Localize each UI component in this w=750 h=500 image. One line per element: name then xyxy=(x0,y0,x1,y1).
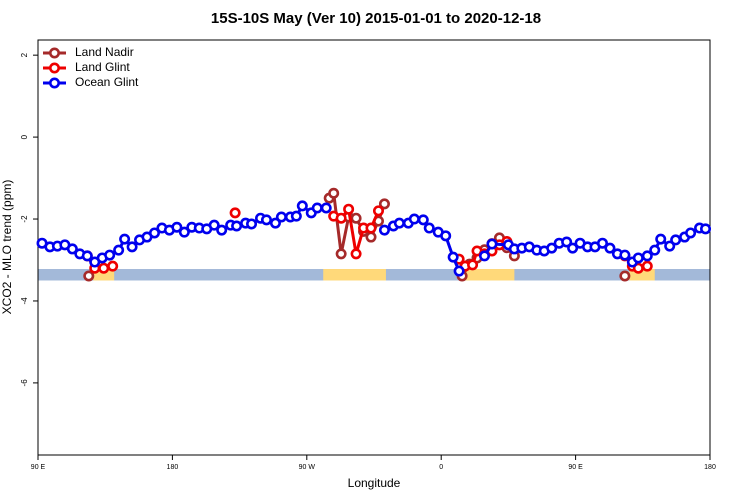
data-point xyxy=(229,207,241,219)
data-point xyxy=(178,226,190,238)
data-point xyxy=(619,270,631,282)
data-point xyxy=(107,260,119,272)
data-point xyxy=(641,250,653,262)
data-point xyxy=(417,214,429,226)
y-tick-label: 2 xyxy=(20,52,29,57)
data-point xyxy=(126,241,138,253)
data-point xyxy=(670,234,682,246)
data-point xyxy=(408,213,420,225)
land-segment xyxy=(629,269,655,281)
data-point xyxy=(350,212,362,224)
data-point xyxy=(290,210,302,222)
legend-label: Land Nadir xyxy=(75,45,134,59)
x-tick-label: 0 xyxy=(439,464,443,471)
data-point xyxy=(378,198,390,210)
x-tick-label: 180 xyxy=(167,464,179,471)
data-point xyxy=(311,202,323,214)
data-point xyxy=(208,219,220,231)
data-point xyxy=(119,233,131,245)
data-point xyxy=(104,249,116,261)
data-point xyxy=(148,227,160,239)
x-axis-label: Longitude xyxy=(348,476,401,490)
data-point xyxy=(335,212,347,224)
data-point xyxy=(567,242,579,254)
data-point xyxy=(320,202,332,214)
data-point xyxy=(269,217,281,229)
data-point xyxy=(328,187,340,199)
x-tick-label: 90 W xyxy=(299,464,316,471)
data-point xyxy=(685,227,697,239)
data-point xyxy=(700,223,712,235)
data-point xyxy=(561,236,573,248)
data-point xyxy=(641,260,653,272)
data-point xyxy=(81,250,93,262)
data-point xyxy=(596,237,608,249)
data-point xyxy=(393,217,405,229)
data-point xyxy=(479,250,491,262)
data-point xyxy=(171,221,183,233)
data-point xyxy=(216,224,228,236)
legend-marker xyxy=(48,47,60,59)
y-axis-label: XCO2 - MLO trend (ppm) xyxy=(0,180,14,315)
y-tick-label: -2 xyxy=(20,215,29,223)
data-point xyxy=(440,230,452,242)
data-point xyxy=(453,265,465,277)
data-point xyxy=(365,231,377,243)
data-point xyxy=(66,243,78,255)
data-point xyxy=(467,259,479,271)
legend-label: Ocean Glint xyxy=(75,75,139,89)
data-point xyxy=(113,244,125,256)
y-tick-label: -6 xyxy=(20,379,29,387)
land-segment xyxy=(93,269,115,281)
data-point xyxy=(655,233,667,245)
data-point xyxy=(372,205,384,217)
data-point xyxy=(604,242,616,254)
data-point xyxy=(260,214,272,226)
data-point xyxy=(619,249,631,261)
data-point xyxy=(275,211,287,223)
data-point xyxy=(350,248,362,260)
data-point xyxy=(343,203,355,215)
data-point xyxy=(423,222,435,234)
plot-frame xyxy=(37,39,711,456)
x-tick-label: 90 E xyxy=(568,464,583,471)
chart-title: 15S-10S May (Ver 10) 2015-01-01 to 2020-… xyxy=(211,10,541,27)
data-point xyxy=(546,242,558,254)
legend-marker xyxy=(48,77,60,89)
legend-marker xyxy=(48,62,60,74)
land-segment xyxy=(459,269,515,281)
data-point xyxy=(231,220,243,232)
data-point xyxy=(98,262,110,274)
x-tick-label: 180 xyxy=(704,464,716,471)
y-tick-label: -4 xyxy=(20,297,29,305)
x-tick-label: 90 E xyxy=(31,464,46,471)
land-segment xyxy=(323,269,386,281)
data-point xyxy=(335,248,347,260)
y-tick-label: 0 xyxy=(20,134,29,139)
data-point xyxy=(649,244,661,256)
data-point xyxy=(378,224,390,236)
legend-label: Land Glint xyxy=(75,60,130,74)
data-point xyxy=(447,251,459,263)
data-point xyxy=(246,218,258,230)
data-point xyxy=(83,270,95,282)
data-point xyxy=(365,222,377,234)
data-point xyxy=(632,252,644,264)
data-point xyxy=(486,238,498,250)
data-point xyxy=(664,240,676,252)
data-point xyxy=(296,200,308,212)
